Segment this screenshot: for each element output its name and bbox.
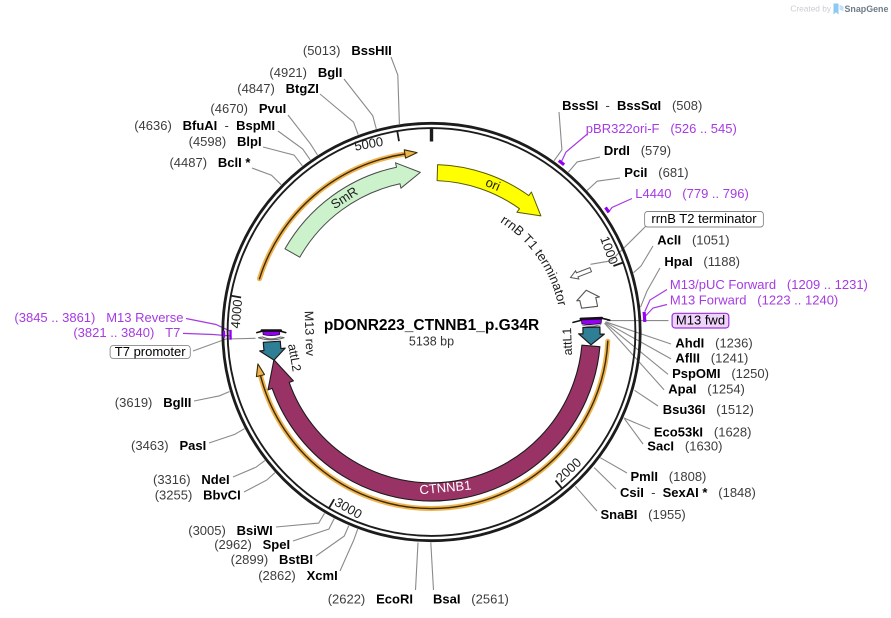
- svg-text:(3255) BbvCI: (3255) BbvCI: [155, 488, 241, 503]
- svg-text:HpaI (1188): HpaI (1188): [664, 255, 740, 270]
- svg-text:AflII (1241): AflII (1241): [675, 351, 748, 366]
- svg-text:(2622) EcoRI: (2622) EcoRI: [328, 592, 413, 607]
- svg-text:Eco53kI (1628): Eco53kI (1628): [654, 425, 752, 440]
- svg-text:(3619) BglII: (3619) BglII: [115, 395, 192, 410]
- svg-text:SnapGene: SnapGene: [845, 4, 889, 14]
- svg-text:(4636) BfuAI - BspMI: (4636) BfuAI - BspMI: [134, 118, 275, 133]
- svg-text:BsaI (2561): BsaI (2561): [433, 592, 509, 607]
- svg-text:M13/pUC Forward (1209 .. 123: M13/pUC Forward (1209 .. 1231): [670, 277, 868, 292]
- svg-text:M13 fwd: M13 fwd: [676, 313, 725, 328]
- svg-text:(3821 .. 3840) T7: (3821 .. 3840) T7: [73, 325, 180, 340]
- svg-text:(4921) BglI: (4921) BglI: [269, 66, 342, 81]
- svg-text:(3845 .. 3861) M13 Reverse: (3845 .. 3861) M13 Reverse: [14, 311, 183, 326]
- svg-text:ApaI (1254): ApaI (1254): [668, 382, 745, 397]
- svg-text:(2862) XcmI: (2862) XcmI: [258, 568, 338, 583]
- svg-text:CsiI - SexAI * (1848): CsiI - SexAI * (1848): [620, 486, 756, 501]
- svg-text:(5013) BssHII: (5013) BssHII: [303, 44, 392, 59]
- svg-text:SnaBI (1955): SnaBI (1955): [601, 507, 686, 522]
- svg-text:(4598) BlpI: (4598) BlpI: [189, 134, 262, 149]
- svg-text:Bsu36I (1512): Bsu36I (1512): [663, 402, 754, 417]
- svg-text:ori: ori: [483, 174, 502, 193]
- svg-text:(3316) NdeI: (3316) NdeI: [153, 473, 230, 488]
- svg-text:M13 Forward (1223 .. 1240): M13 Forward (1223 .. 1240): [670, 293, 838, 308]
- svg-text:T7 promoter: T7 promoter: [115, 344, 186, 359]
- svg-text:BssSI - BssSαI (508): BssSI - BssSαI (508): [562, 98, 702, 113]
- svg-text:(4487) BclI *: (4487) BclI *: [169, 155, 251, 170]
- svg-text:(4670) PvuI: (4670) PvuI: [210, 101, 286, 116]
- svg-text:PspOMI (1250): PspOMI (1250): [672, 366, 769, 381]
- svg-text:M13 rev: M13 rev: [302, 311, 318, 357]
- svg-text:SacI (1630): SacI (1630): [647, 439, 722, 454]
- svg-text:PmlI (1808): PmlI (1808): [631, 470, 707, 485]
- svg-text:5138 bp: 5138 bp: [409, 334, 454, 348]
- svg-text:AclI (1051): AclI (1051): [657, 233, 729, 248]
- svg-text:Created by: Created by: [790, 4, 831, 14]
- svg-text:CTNNB1: CTNNB1: [419, 478, 472, 498]
- svg-text:rrnB T2 terminator: rrnB T2 terminator: [651, 211, 757, 226]
- svg-text:pDONR223_CTNNB1_p.G34R: pDONR223_CTNNB1_p.G34R: [324, 317, 539, 334]
- svg-text:5000: 5000: [353, 134, 384, 154]
- svg-text:(2899) BstBI: (2899) BstBI: [231, 553, 313, 568]
- svg-text:AhdI (1236): AhdI (1236): [675, 336, 752, 351]
- svg-text:DrdI (579): DrdI (579): [604, 144, 671, 159]
- svg-text:pBR322ori-F (526 .. 545): pBR322ori-F (526 .. 545): [586, 122, 737, 137]
- svg-text:L4440 (779 .. 796): L4440 (779 .. 796): [635, 186, 748, 201]
- svg-text:4000: 4000: [228, 299, 245, 329]
- svg-text:attL1: attL1: [560, 327, 575, 355]
- svg-text:(2962) SpeI: (2962) SpeI: [214, 537, 290, 552]
- svg-text:(3005) BsiWI: (3005) BsiWI: [188, 523, 273, 538]
- svg-text:attL2: attL2: [285, 343, 304, 373]
- svg-text:(4847) BtgZI: (4847) BtgZI: [237, 81, 319, 96]
- svg-text:PciI (681): PciI (681): [624, 166, 688, 181]
- svg-text:(3463) PasI: (3463) PasI: [131, 439, 206, 454]
